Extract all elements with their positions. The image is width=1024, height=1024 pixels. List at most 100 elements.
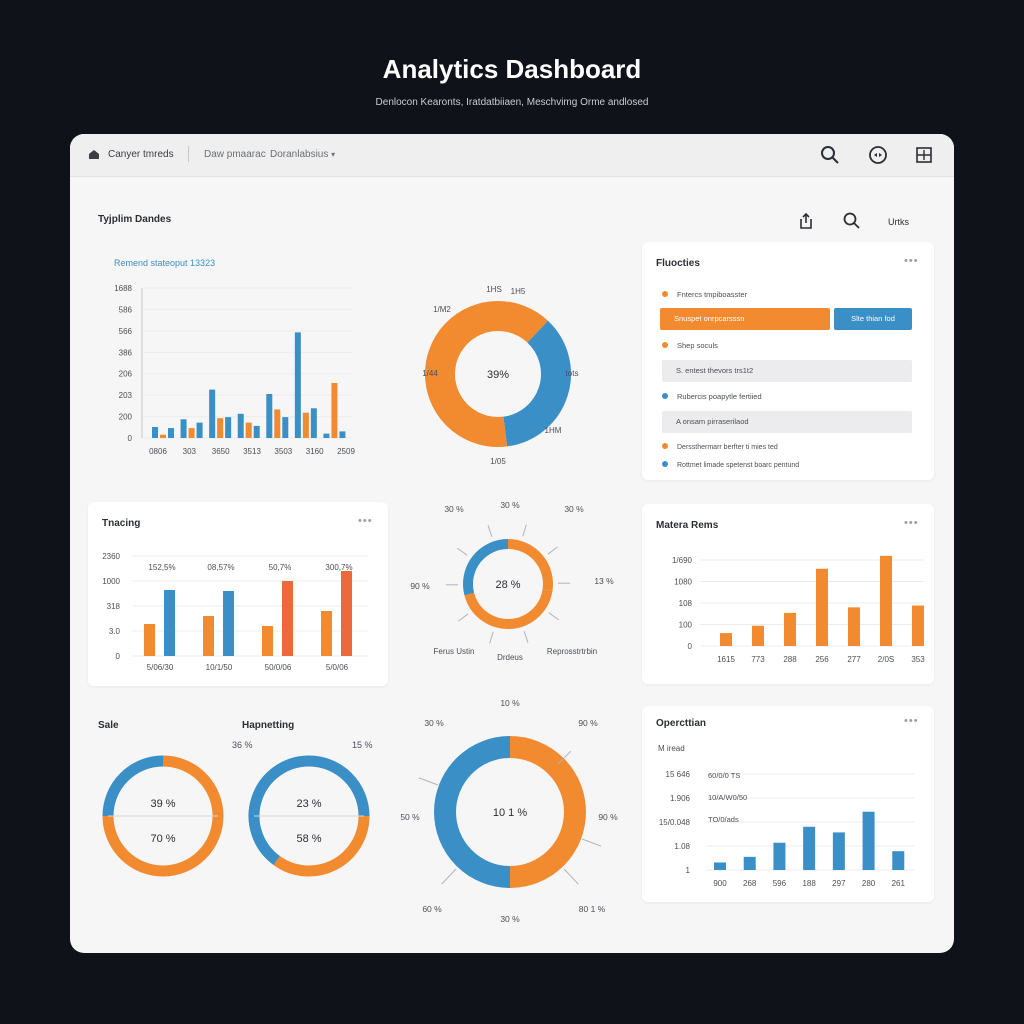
y-tick-label: 108 — [679, 599, 693, 608]
settings-circle-icon[interactable] — [868, 145, 888, 165]
nav-link-1[interactable]: Daw pmaarac — [204, 149, 266, 160]
bar — [848, 607, 860, 646]
bar — [282, 417, 289, 438]
tick-mark — [547, 546, 558, 555]
orange-action-button[interactable]: Snuspet onrpcarsssn — [660, 308, 830, 330]
bar — [188, 428, 195, 438]
share-icon[interactable] — [798, 212, 814, 230]
focus-item: Rubercis poapytle fertiied — [662, 392, 762, 401]
donut-bottom-value: 70 % — [150, 833, 175, 845]
value-label: 08,57% — [207, 563, 234, 572]
tick-mark — [441, 868, 457, 885]
x-tick-label: 353 — [911, 655, 925, 664]
x-tick-label: 5/0/06 — [326, 663, 349, 672]
tick-mark — [581, 838, 602, 847]
blue-action-button[interactable]: Slte thian fod — [834, 308, 912, 330]
y-tick-label: 566 — [119, 327, 133, 336]
donut-top-value: 23 % — [296, 798, 321, 810]
marketing-corner-label: 15 % — [352, 740, 373, 750]
tick-mark — [548, 612, 559, 621]
breadcrumb-home[interactable]: Canyer tmreds — [108, 149, 174, 160]
bar — [743, 856, 756, 870]
focus-item: Fntercs tmpiboasster — [662, 290, 747, 299]
nav-dropdown[interactable]: Doranlabsius ▾ — [270, 149, 335, 160]
section-title: Tyjplim Dandes — [98, 214, 172, 225]
bullet-dot — [662, 443, 668, 449]
operations-subtitle: M iread — [658, 744, 685, 753]
x-tick-label: 900 — [713, 879, 727, 888]
search-icon[interactable] — [820, 145, 840, 165]
export-icon[interactable] — [914, 145, 934, 165]
bar — [180, 419, 187, 438]
operations-card: Opercttian ••• M iread 15 646 1.906 15/0.0… — [642, 706, 934, 902]
bullet-dot — [662, 342, 668, 348]
text-field[interactable]: A onsam pirraserilaod — [662, 411, 912, 433]
donut-label: 1H5 — [511, 287, 526, 296]
donut-segment — [502, 320, 571, 447]
matera-card-title: Matera Rems — [656, 520, 719, 531]
search-icon[interactable] — [843, 212, 861, 230]
bar — [323, 433, 330, 438]
y-tick-label: 1000 — [102, 577, 120, 586]
bar — [253, 425, 260, 438]
bar — [196, 422, 203, 438]
home-icon[interactable] — [88, 148, 100, 160]
marketing-title: Hapnetting — [242, 720, 295, 731]
operations-card-title: Opercttian — [656, 718, 707, 729]
donut-segment — [463, 539, 509, 596]
y-tick-label: 586 — [119, 305, 133, 314]
marketing-donut: 23 % 58 % — [248, 755, 370, 877]
bar — [152, 427, 158, 438]
bullet-dot — [662, 291, 668, 297]
tick-mark — [557, 750, 572, 765]
more-menu-icon[interactable]: ••• — [904, 517, 919, 529]
y-tick-label: 0 — [128, 434, 133, 443]
sales-title: Sale — [98, 720, 119, 731]
donut-label: 1/05 — [490, 457, 506, 466]
donut-label: 30 % — [564, 504, 584, 514]
x-tick-label: 1615 — [717, 655, 735, 664]
y-tick-label: 2360 — [102, 552, 120, 561]
page-subtitle: Denlocon Kearonts, Iratdatbiiaen, Meschv… — [375, 97, 649, 108]
dashboard-window: Canyer tmreds Daw pmaarac Doranlabsius ▾… — [70, 134, 954, 953]
more-menu-icon[interactable]: ••• — [904, 715, 919, 727]
donut-label: 1HS — [486, 285, 502, 294]
x-tick-label: 50/0/06 — [265, 663, 292, 672]
bar — [892, 851, 905, 870]
matera-card: Matera Rems ••• 1/690 1080 108 100 0 1615 773 2… — [642, 504, 934, 684]
text-field[interactable]: S. entest thevors trs1t2 — [662, 360, 912, 382]
x-tick-label: 10/1/50 — [206, 663, 233, 672]
donut-label: 80 1 % — [579, 904, 606, 914]
bar — [223, 591, 234, 656]
y-tick-label: 1/690 — [672, 556, 693, 565]
tracking-card: Tnacing ••• 2360 1000 318 3.0 0 5/06/30 152,5%… — [88, 502, 388, 686]
x-tick-label: 2509 — [337, 447, 355, 456]
bar — [302, 412, 309, 438]
bar — [880, 555, 892, 646]
donut-label: 30 % — [500, 914, 520, 924]
x-tick-label: 773 — [751, 655, 765, 664]
donut-segment — [497, 301, 548, 344]
x-tick-label: 5/06/30 — [147, 663, 174, 672]
tick-mark — [522, 524, 527, 537]
x-tick-label: 2/0S — [878, 655, 894, 664]
x-tick-label: 261 — [892, 879, 906, 888]
more-menu-icon[interactable]: ••• — [904, 255, 919, 267]
bar — [803, 826, 816, 870]
tick-mark — [523, 631, 529, 643]
donut-center-label: 10 1 % — [493, 807, 527, 819]
y-tick-label: 318 — [107, 602, 121, 611]
more-menu-icon[interactable]: ••• — [358, 515, 373, 527]
value-label: 300,7% — [325, 563, 352, 572]
donut-chart-3: 10 1 % 10 % 30 % 90 % 50 % 90 % 60 % 80 1 % 30 % — [400, 698, 618, 924]
donut-label: 60 % — [422, 904, 442, 914]
x-tick-label: 0806 — [149, 447, 167, 456]
y-tick-label: 1.906 — [670, 794, 691, 803]
donut-label: 90 % — [578, 718, 598, 728]
units-button[interactable]: Urtks — [888, 217, 909, 227]
bar — [225, 417, 232, 438]
tracking-bar-chart: 2360 1000 318 3.0 0 5/06/30 152,5% 10/1/50 08,57… — [102, 552, 368, 672]
x-tick-label: 3503 — [274, 447, 292, 456]
donut-segment — [507, 589, 553, 629]
tick-mark — [418, 777, 439, 786]
